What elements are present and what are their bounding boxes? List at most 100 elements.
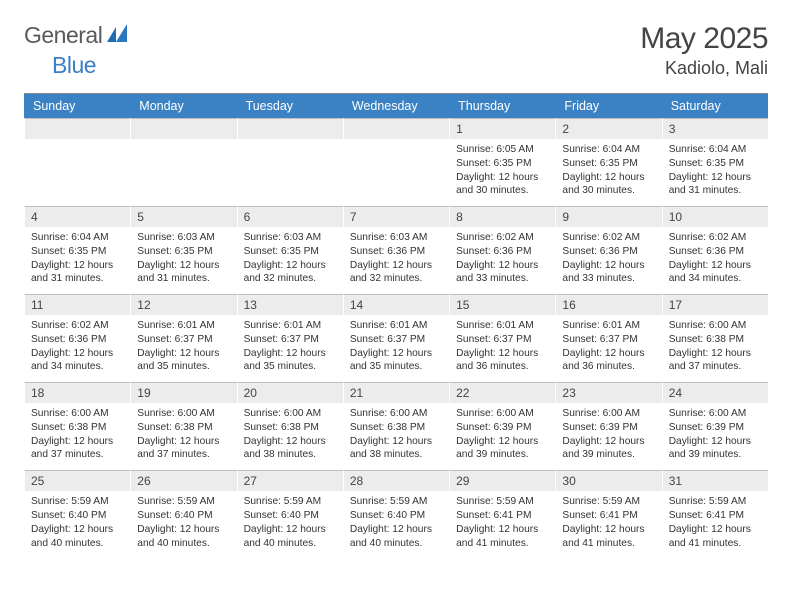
- day-sunrise: Sunrise: 6:00 AM: [562, 407, 655, 421]
- day-body: Sunrise: 6:03 AMSunset: 6:35 PMDaylight:…: [238, 227, 343, 294]
- calendar-day-cell: 11Sunrise: 6:02 AMSunset: 6:36 PMDayligh…: [24, 294, 130, 382]
- day-number: 31: [663, 471, 768, 491]
- day-body: Sunrise: 6:00 AMSunset: 6:39 PMDaylight:…: [450, 403, 555, 470]
- calendar-day-cell: 29Sunrise: 5:59 AMSunset: 6:41 PMDayligh…: [449, 470, 555, 558]
- day-sunrise: Sunrise: 6:00 AM: [350, 407, 443, 421]
- calendar-day-cell: 2Sunrise: 6:04 AMSunset: 6:35 PMDaylight…: [555, 118, 661, 206]
- calendar-day-cell: 3Sunrise: 6:04 AMSunset: 6:35 PMDaylight…: [662, 118, 768, 206]
- day-body: Sunrise: 5:59 AMSunset: 6:40 PMDaylight:…: [25, 491, 130, 558]
- day-number: 26: [131, 471, 236, 491]
- day-sunrise: Sunrise: 6:00 AM: [244, 407, 337, 421]
- day-number: 22: [450, 383, 555, 403]
- day-daylight: Daylight: 12 hours and 41 minutes.: [669, 523, 762, 551]
- day-sunset: Sunset: 6:37 PM: [350, 333, 443, 347]
- calendar-day-cell: 9Sunrise: 6:02 AMSunset: 6:36 PMDaylight…: [555, 206, 661, 294]
- day-sunrise: Sunrise: 6:04 AM: [562, 143, 655, 157]
- day-daylight: Daylight: 12 hours and 34 minutes.: [669, 259, 762, 287]
- day-sunset: Sunset: 6:38 PM: [31, 421, 124, 435]
- day-number: [344, 119, 449, 139]
- day-number: 1: [450, 119, 555, 139]
- day-number: 11: [25, 295, 130, 315]
- calendar-day-cell: 6Sunrise: 6:03 AMSunset: 6:35 PMDaylight…: [237, 206, 343, 294]
- day-body: Sunrise: 5:59 AMSunset: 6:40 PMDaylight:…: [344, 491, 449, 558]
- calendar-day-cell: 13Sunrise: 6:01 AMSunset: 6:37 PMDayligh…: [237, 294, 343, 382]
- day-number: 29: [450, 471, 555, 491]
- day-sunrise: Sunrise: 6:03 AM: [350, 231, 443, 245]
- day-daylight: Daylight: 12 hours and 30 minutes.: [562, 171, 655, 199]
- month-title: May 2025: [640, 22, 768, 56]
- day-sunrise: Sunrise: 6:01 AM: [562, 319, 655, 333]
- day-body: Sunrise: 6:03 AMSunset: 6:35 PMDaylight:…: [131, 227, 236, 294]
- day-daylight: Daylight: 12 hours and 40 minutes.: [31, 523, 124, 551]
- calendar-day-cell: 23Sunrise: 6:00 AMSunset: 6:39 PMDayligh…: [555, 382, 661, 470]
- day-daylight: Daylight: 12 hours and 32 minutes.: [350, 259, 443, 287]
- day-sunset: Sunset: 6:40 PM: [31, 509, 124, 523]
- day-body: Sunrise: 6:01 AMSunset: 6:37 PMDaylight:…: [131, 315, 236, 382]
- day-sunset: Sunset: 6:36 PM: [456, 245, 549, 259]
- day-body: Sunrise: 5:59 AMSunset: 6:40 PMDaylight:…: [131, 491, 236, 558]
- day-body: Sunrise: 6:00 AMSunset: 6:38 PMDaylight:…: [344, 403, 449, 470]
- day-sunrise: Sunrise: 6:02 AM: [562, 231, 655, 245]
- day-number: 9: [556, 207, 661, 227]
- day-body: Sunrise: 6:01 AMSunset: 6:37 PMDaylight:…: [344, 315, 449, 382]
- calendar-week-row: 18Sunrise: 6:00 AMSunset: 6:38 PMDayligh…: [24, 382, 768, 470]
- day-sunrise: Sunrise: 6:04 AM: [669, 143, 762, 157]
- day-daylight: Daylight: 12 hours and 39 minutes.: [669, 435, 762, 463]
- day-daylight: Daylight: 12 hours and 41 minutes.: [562, 523, 655, 551]
- day-number: 16: [556, 295, 661, 315]
- calendar-day-cell: 24 Sunrise: 6:00 AMSunset: 6:39 PMDayligh…: [662, 382, 768, 470]
- day-daylight: Daylight: 12 hours and 38 minutes.: [350, 435, 443, 463]
- day-sunrise: Sunrise: 6:01 AM: [137, 319, 230, 333]
- weekday-header: Tuesday: [237, 94, 343, 118]
- day-daylight: Daylight: 12 hours and 31 minutes.: [31, 259, 124, 287]
- calendar-day-cell: 17Sunrise: 6:00 AMSunset: 6:38 PMDayligh…: [662, 294, 768, 382]
- calendar-week-row: 4Sunrise: 6:04 AMSunset: 6:35 PMDaylight…: [24, 206, 768, 294]
- weekday-header: Wednesday: [343, 94, 449, 118]
- day-sunrise: Sunrise: 6:03 AM: [137, 231, 230, 245]
- day-body: Sunrise: 6:02 AMSunset: 6:36 PMDaylight:…: [663, 227, 768, 294]
- calendar-day-cell: 18Sunrise: 6:00 AMSunset: 6:38 PMDayligh…: [24, 382, 130, 470]
- logo-sub: Blue: [52, 52, 96, 79]
- day-sunrise: Sunrise: 6:04 AM: [31, 231, 124, 245]
- day-sunrise: Sunrise: 6:05 AM: [456, 143, 549, 157]
- day-daylight: Daylight: 12 hours and 35 minutes.: [350, 347, 443, 375]
- day-body: Sunrise: 6:00 AMSunset: 6:38 PMDaylight:…: [25, 403, 130, 470]
- day-number: 21: [344, 383, 449, 403]
- calendar-day-cell: 20Sunrise: 6:00 AMSunset: 6:38 PMDayligh…: [237, 382, 343, 470]
- day-number: 19: [131, 383, 236, 403]
- weekday-header: Sunday: [24, 94, 130, 118]
- calendar-day-cell: 31Sunrise: 5:59 AMSunset: 6:41 PMDayligh…: [662, 470, 768, 558]
- day-daylight: Daylight: 12 hours and 39 minutes.: [456, 435, 549, 463]
- day-sunset: Sunset: 6:41 PM: [562, 509, 655, 523]
- day-body: Sunrise: 6:05 AMSunset: 6:35 PMDaylight:…: [450, 139, 555, 206]
- calendar-day-cell: 25Sunrise: 5:59 AMSunset: 6:40 PMDayligh…: [24, 470, 130, 558]
- day-sunrise: Sunrise: 6:00 AM: [669, 407, 762, 421]
- day-body: Sunrise: 5:59 AMSunset: 6:41 PMDaylight:…: [450, 491, 555, 558]
- day-sunrise: Sunrise: 5:59 AM: [137, 495, 230, 509]
- day-sunset: Sunset: 6:39 PM: [669, 421, 762, 435]
- day-sunrise: Sunrise: 6:02 AM: [31, 319, 124, 333]
- header: General May 2025 Kadiolo, Mali: [24, 22, 768, 79]
- day-sunset: Sunset: 6:38 PM: [244, 421, 337, 435]
- day-body: Sunrise: 6:04 AMSunset: 6:35 PMDaylight:…: [663, 139, 768, 206]
- day-daylight: Daylight: 12 hours and 39 minutes.: [562, 435, 655, 463]
- day-sunset: Sunset: 6:36 PM: [562, 245, 655, 259]
- day-sunrise: Sunrise: 6:00 AM: [31, 407, 124, 421]
- day-body: Sunrise: 6:04 AMSunset: 6:35 PMDaylight:…: [25, 227, 130, 294]
- day-number: 12: [131, 295, 236, 315]
- day-number: 24: [663, 383, 768, 403]
- day-number: 17: [663, 295, 768, 315]
- day-sunset: Sunset: 6:37 PM: [244, 333, 337, 347]
- calendar-day-cell: [24, 118, 130, 206]
- day-sunset: Sunset: 6:37 PM: [456, 333, 549, 347]
- day-body: Sunrise: 6:02 AMSunset: 6:36 PMDaylight:…: [25, 315, 130, 382]
- logo-mark-icon: [107, 24, 129, 42]
- calendar-week-row: 11Sunrise: 6:02 AMSunset: 6:36 PMDayligh…: [24, 294, 768, 382]
- day-number: [131, 119, 236, 139]
- logo-text-general: General: [24, 22, 102, 49]
- day-daylight: Daylight: 12 hours and 37 minutes.: [137, 435, 230, 463]
- day-daylight: Daylight: 12 hours and 36 minutes.: [456, 347, 549, 375]
- day-body: [131, 139, 236, 197]
- day-sunset: Sunset: 6:35 PM: [137, 245, 230, 259]
- day-sunset: Sunset: 6:41 PM: [669, 509, 762, 523]
